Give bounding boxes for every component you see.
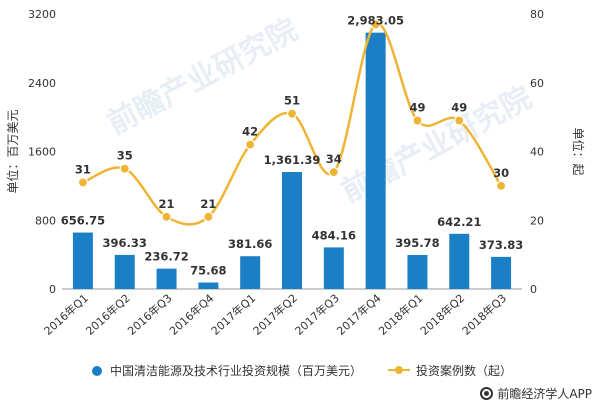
y-left-tick-label: 2400 <box>28 77 56 90</box>
y-right-tick-label: 0 <box>530 283 537 296</box>
y-left-tick-label: 800 <box>35 214 56 227</box>
x-tick-label: 2017年Q4 <box>334 291 384 338</box>
y-left-axis-title: 单位：百万美元 <box>5 109 20 193</box>
bar <box>156 268 177 289</box>
bar <box>240 256 261 289</box>
line-point <box>286 108 298 119</box>
brand-label: 前瞻经济学人APP <box>497 387 592 401</box>
bar <box>365 32 386 290</box>
bar <box>114 254 135 289</box>
x-tick-label: 2018年Q3 <box>459 291 509 338</box>
x-tick-label: 2018年Q2 <box>417 291 467 338</box>
line-point <box>454 115 465 126</box>
legend-line-label: 投资案例数（起） <box>416 364 513 378</box>
y-right-tick-label: 60 <box>530 77 544 90</box>
bar <box>407 254 428 289</box>
line-data-label: 51 <box>284 94 300 108</box>
legend-item-bar[interactable]: 中国清洁能源及技术行业投资规模（百万美元） <box>92 363 362 379</box>
line-data-label: 30 <box>493 166 509 180</box>
line-point <box>161 211 172 222</box>
bar <box>491 256 512 289</box>
x-tick-label: 2016年Q2 <box>83 291 133 338</box>
bar-data-label: 381.66 <box>228 237 272 251</box>
x-tick-label: 2016年Q4 <box>166 291 216 338</box>
bar-data-label: 396.33 <box>103 236 147 250</box>
legend-item-line[interactable]: 投资案例数（起） <box>388 363 512 379</box>
x-tick-label: 2017年Q1 <box>208 291 258 338</box>
y-left-tick-label: 0 <box>49 283 56 296</box>
line-point <box>119 163 130 174</box>
line-data-label: 34 <box>326 152 342 166</box>
y-right-axis-title: 单位：起 <box>571 127 586 175</box>
bar-data-label: 395.78 <box>395 236 439 250</box>
line-point <box>328 167 339 178</box>
brand-footer: 前瞻经济学人APP <box>480 385 592 402</box>
bar <box>323 247 344 289</box>
x-tick-label: 2017年Q2 <box>250 291 300 338</box>
line-data-label: 77 <box>368 4 384 18</box>
x-tick-label: 2016年Q1 <box>41 291 91 338</box>
bar-data-label: 484.16 <box>312 228 356 242</box>
x-tick-label: 2018年Q1 <box>375 291 425 338</box>
y-right-tick-label: 40 <box>530 146 544 159</box>
bar <box>282 172 302 289</box>
line-data-label: 35 <box>117 149 133 163</box>
legend-line-marker <box>388 366 410 374</box>
bar-data-label: 1,361.39 <box>264 153 321 167</box>
bar-data-label: 236.72 <box>144 250 188 264</box>
bar-data-label: 642.21 <box>437 215 481 229</box>
brand-logo-icon <box>480 387 494 400</box>
line-data-label: 42 <box>242 125 258 139</box>
line-point <box>370 19 381 30</box>
bar-data-label: 75.68 <box>190 263 226 277</box>
legend: 中国清洁能源及技术行业投资规模（百万美元） 投资案例数（起） <box>0 360 602 382</box>
bar-data-label: 373.83 <box>479 238 523 252</box>
bar <box>72 232 93 289</box>
line-point <box>495 180 507 191</box>
y-right-tick-label: 80 <box>530 8 544 21</box>
line-data-label: 21 <box>159 197 175 211</box>
bar-data-label: 656.75 <box>61 214 105 228</box>
line-point <box>245 139 256 150</box>
line-point <box>77 177 89 188</box>
x-tick-label: 2017年Q3 <box>292 291 342 338</box>
line-data-label: 21 <box>200 197 216 211</box>
line-point <box>412 115 423 126</box>
bar <box>198 282 219 289</box>
line-point <box>203 211 214 222</box>
line-data-label: 31 <box>75 162 91 176</box>
legend-bar-label: 中国清洁能源及技术行业投资规模（百万美元） <box>110 364 363 378</box>
x-tick-label: 2016年Q3 <box>125 291 175 338</box>
y-right-tick-label: 20 <box>530 214 544 227</box>
y-left-tick-label: 1600 <box>28 146 56 159</box>
line-data-label: 49 <box>451 101 467 115</box>
bar-data-label: 2,983.05 <box>347 14 404 28</box>
line-data-label: 49 <box>409 101 425 115</box>
bar <box>449 233 470 289</box>
y-left-tick-label: 3200 <box>28 8 56 21</box>
legend-bar-marker <box>92 366 102 376</box>
